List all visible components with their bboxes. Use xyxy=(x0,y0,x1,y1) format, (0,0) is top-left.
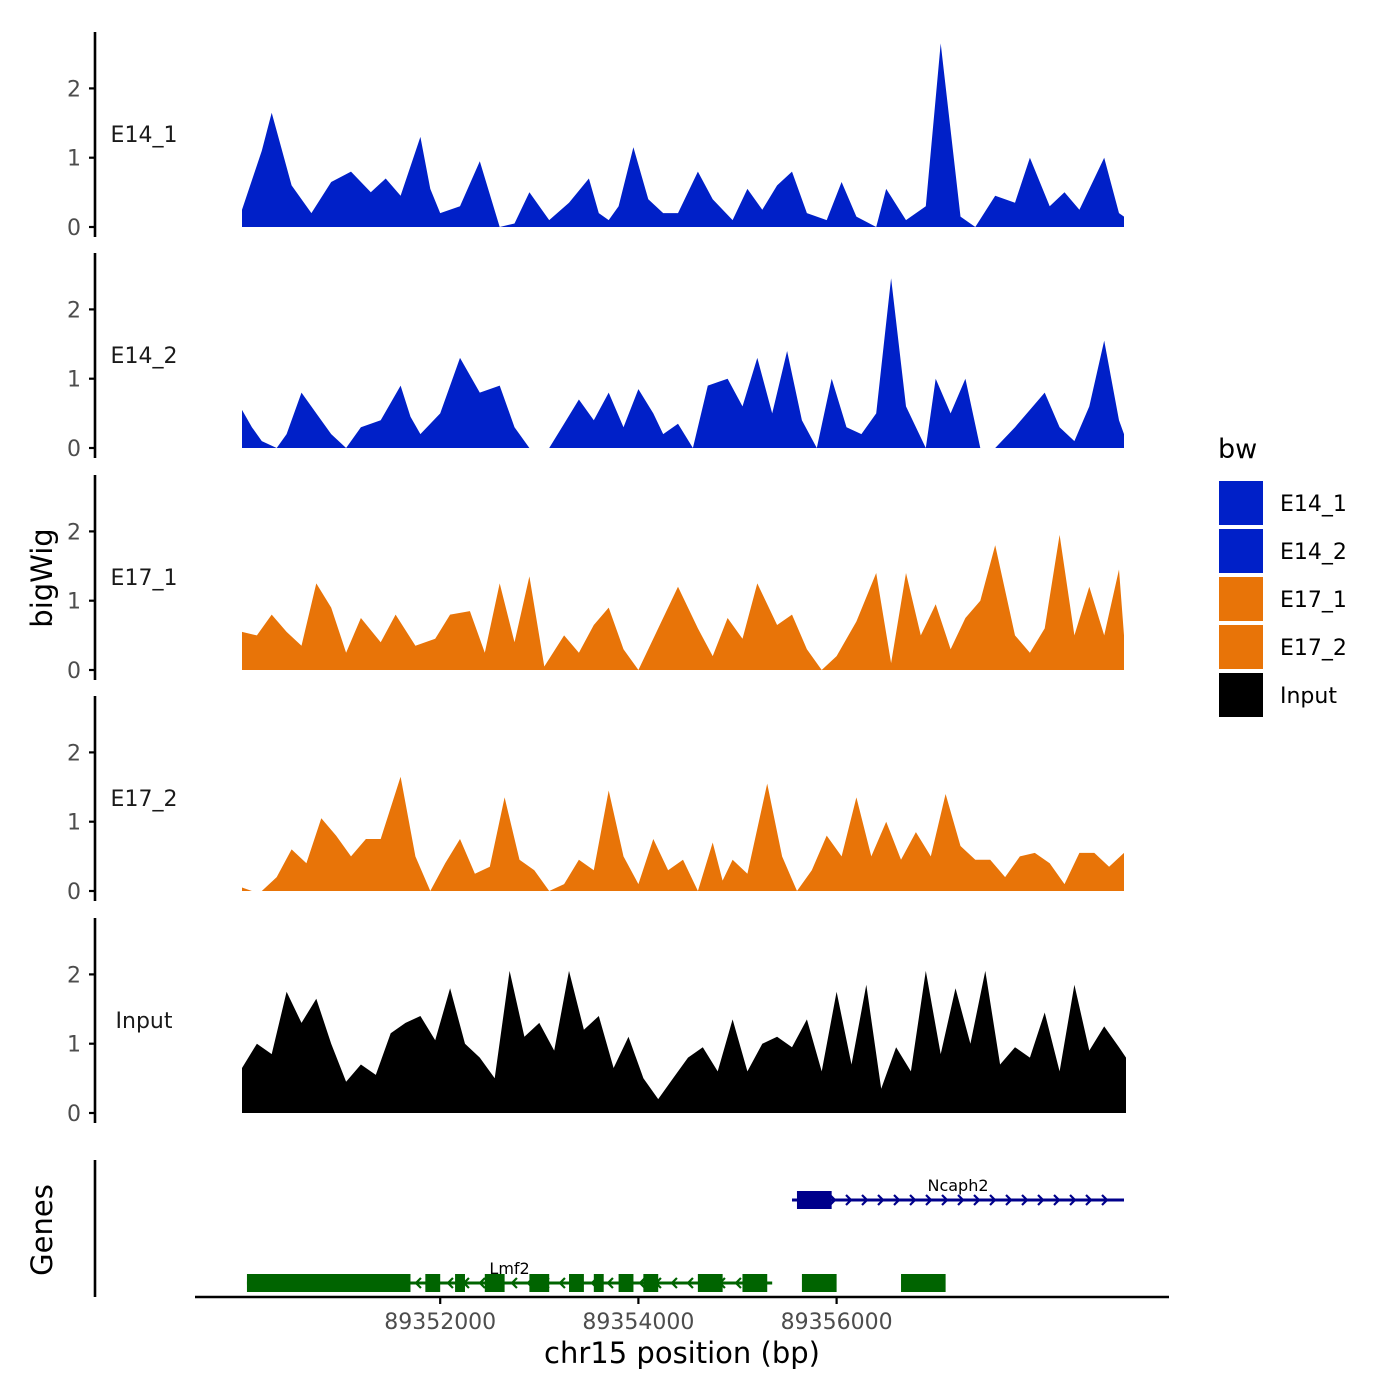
track-panel-input: 0 1 2 Input xyxy=(67,918,1126,1127)
exon xyxy=(618,1274,634,1292)
track-panel-e14-2: 0 1 2 E14_2 xyxy=(67,253,1124,462)
strand-arrow xyxy=(877,1194,885,1206)
exon xyxy=(569,1274,584,1292)
genes-axis-title: Genes xyxy=(25,1184,59,1276)
y-tick-label: 1 xyxy=(67,1033,81,1058)
x-axis-title: chr15 position (bp) xyxy=(544,1336,820,1370)
exon xyxy=(901,1274,946,1292)
y-tick-label: 2 xyxy=(67,77,81,102)
signal-area-e17-2 xyxy=(242,776,1124,891)
exon xyxy=(455,1274,465,1292)
strand-arrow xyxy=(446,1277,454,1289)
legend-key xyxy=(1219,529,1263,573)
signal-area-input xyxy=(242,970,1126,1113)
y-axis-title: bigWig xyxy=(25,528,59,627)
panel-label: E17_2 xyxy=(111,787,178,812)
signal-area-e14-2 xyxy=(242,278,1124,448)
gene-label: Ncaph2 xyxy=(927,1176,988,1195)
panel-label: E14_1 xyxy=(111,123,178,148)
strand-arrow xyxy=(1069,1194,1077,1206)
y-tick-label: 2 xyxy=(67,298,81,323)
track-panel-e17-1: 0 1 2 E17_1 xyxy=(67,475,1124,684)
y-tick-label: 0 xyxy=(67,659,81,684)
strand-arrow xyxy=(1037,1194,1045,1206)
legend-label: E17_1 xyxy=(1280,588,1347,613)
exon xyxy=(796,1191,832,1209)
strand-arrow xyxy=(1085,1194,1093,1206)
strand-arrow xyxy=(845,1194,853,1206)
exon xyxy=(801,1274,837,1292)
y-tick-label: 2 xyxy=(67,520,81,545)
strand-arrow xyxy=(414,1277,422,1289)
strand-arrow xyxy=(1101,1194,1109,1206)
legend-key xyxy=(1219,625,1263,669)
x-tick-label: 89356000 xyxy=(781,1310,893,1335)
exon xyxy=(742,1274,768,1292)
strand-arrow xyxy=(909,1194,917,1206)
strand-arrow xyxy=(1021,1194,1029,1206)
x-tick-label: 89352000 xyxy=(384,1310,496,1335)
legend: bw E14_1 E14_2 E17_1 E17_2 Input xyxy=(1218,434,1347,717)
strand-arrow xyxy=(925,1194,933,1206)
gene-label: Lmf2 xyxy=(489,1259,529,1278)
signal-area-e14-1 xyxy=(242,43,1124,228)
panel-label: Input xyxy=(116,1009,173,1034)
track-panels: 0 1 2 E14_1 0 1 2 E14_2 0 1 2 E17_1 0 1 2 E17_2 0 1 2 Input xyxy=(67,32,1126,1127)
strand-arrow xyxy=(686,1277,694,1289)
panel-label: E17_1 xyxy=(111,566,178,591)
legend-label: E14_1 xyxy=(1280,492,1347,517)
x-axis: 89352000 89354000 89356000 xyxy=(195,1295,1169,1335)
genes-panel: Lmf2 Ncaph2 xyxy=(93,1160,1124,1297)
exon xyxy=(484,1274,505,1292)
y-tick-label: 2 xyxy=(67,963,81,988)
strand-arrow xyxy=(989,1194,997,1206)
panel-label: E14_2 xyxy=(111,344,178,369)
exon xyxy=(425,1274,441,1292)
exon xyxy=(529,1274,550,1292)
legend-label: E14_2 xyxy=(1280,540,1347,565)
strand-arrow xyxy=(606,1277,614,1289)
strand-arrow xyxy=(510,1277,518,1289)
strand-arrow xyxy=(1053,1194,1061,1206)
legend-title: bw xyxy=(1218,434,1257,465)
exon xyxy=(697,1274,723,1292)
strand-arrow xyxy=(861,1194,869,1206)
legend-key xyxy=(1219,673,1263,717)
strand-arrow xyxy=(638,1277,646,1289)
strand-arrow xyxy=(893,1194,901,1206)
y-tick-label: 0 xyxy=(67,216,81,241)
strand-arrow xyxy=(1005,1194,1013,1206)
legend-key xyxy=(1219,481,1263,525)
strand-arrow xyxy=(829,1194,837,1206)
track-panel-e17-2: 0 1 2 E17_2 xyxy=(67,696,1124,905)
strand-arrow xyxy=(957,1194,965,1206)
y-tick-label: 2 xyxy=(67,741,81,766)
gene-lmf2: Lmf2 xyxy=(246,1259,946,1292)
strand-arrow xyxy=(670,1277,678,1289)
exon xyxy=(643,1274,659,1292)
strand-arrow xyxy=(478,1277,486,1289)
y-tick-label: 1 xyxy=(67,147,81,172)
strand-arrow xyxy=(973,1194,981,1206)
legend-key xyxy=(1219,577,1263,621)
exon xyxy=(593,1274,604,1292)
signal-area-e17-1 xyxy=(242,534,1124,670)
strand-arrow xyxy=(558,1277,566,1289)
strand-arrow xyxy=(734,1277,742,1289)
strand-arrow xyxy=(941,1194,949,1206)
y-tick-label: 1 xyxy=(67,811,81,836)
legend-label: Input xyxy=(1280,684,1337,709)
gene-ncaph2: Ncaph2 xyxy=(792,1176,1124,1209)
y-tick-label: 1 xyxy=(67,368,81,393)
y-tick-label: 0 xyxy=(67,437,81,462)
exon xyxy=(246,1274,411,1292)
track-panel-e14-1: 0 1 2 E14_1 xyxy=(67,32,1124,241)
y-tick-label: 0 xyxy=(67,880,81,905)
x-tick-label: 89354000 xyxy=(582,1310,694,1335)
y-tick-label: 0 xyxy=(67,1102,81,1127)
y-tick-label: 1 xyxy=(67,590,81,615)
legend-label: E17_2 xyxy=(1280,636,1347,661)
